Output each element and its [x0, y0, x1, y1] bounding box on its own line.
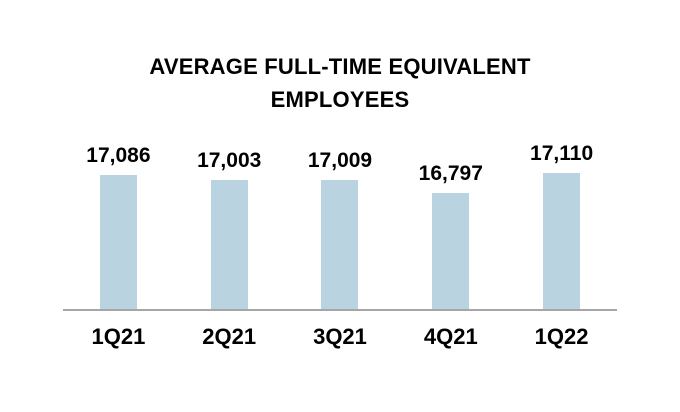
bar-column-1q21: 17,086 — [63, 0, 174, 309]
x-tick-1q21: 1Q21 — [91, 324, 146, 349]
x-tick-2q21: 2Q21 — [202, 324, 257, 349]
bar-3q21 — [321, 180, 359, 309]
bar-value-label: 17,110 — [530, 142, 594, 165]
bar-value-label: 17,003 — [197, 149, 262, 172]
bar-1q21 — [99, 175, 137, 309]
bar-4q21 — [432, 193, 470, 309]
bar-2q21 — [210, 180, 248, 309]
x-axis-labels: 1Q21 2Q21 3Q21 4Q21 1Q22 — [63, 324, 617, 350]
bar-value-label: 17,009 — [307, 149, 373, 172]
bar-column-4q21: 16,797 — [395, 0, 506, 309]
plot-area: 17,086 17,003 17,009 16,797 17,110 — [63, 0, 617, 309]
x-tick-4q21: 4Q21 — [423, 324, 478, 349]
x-axis-line — [63, 309, 617, 311]
x-tick-1q22: 1Q22 — [534, 324, 589, 349]
bar-column-1q22: 17,110 — [506, 0, 617, 309]
bar-column-3q21: 17,009 — [285, 0, 396, 309]
bar-value-label: 17,086 — [86, 144, 151, 167]
bar-1q22 — [543, 173, 581, 309]
chart-title: AVERAGE FULL-TIME EQUIVALENT EMPLOYEES — [149, 54, 531, 112]
x-tick-3q21: 3Q21 — [313, 324, 367, 349]
bar-value-label: 16,797 — [418, 162, 483, 185]
bar-column-2q21: 17,003 — [174, 0, 285, 309]
